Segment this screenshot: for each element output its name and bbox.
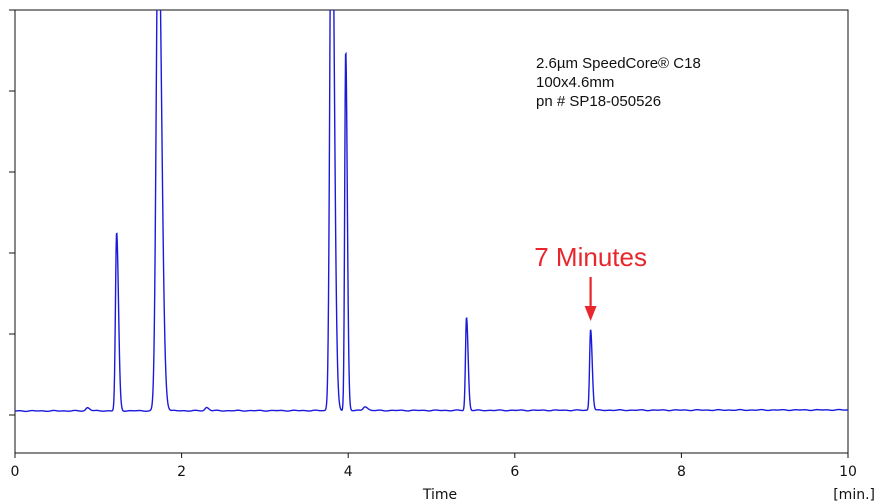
x-tick-label-1: 2 [177,464,186,480]
x-tick-label-2: 4 [344,464,353,480]
x-axis-unit: [min.] [833,487,875,503]
annotation-arrow [584,277,597,321]
y-axis-ticks [9,9,15,416]
chromatogram-trace [15,10,848,413]
annotation-label: 7 Minutes [534,242,647,272]
x-tick-label-4: 8 [677,464,686,480]
x-axis-tick-labels: 0 2 4 6 8 10 [11,464,857,480]
x-tick-label-5: 10 [839,464,857,480]
x-tick-label-3: 6 [510,464,519,480]
x-axis-ticks [14,453,849,458]
column-info-line-2: 100x4.6mm [536,74,614,91]
x-axis-label: Time [422,487,457,503]
annotation-arrow-head [584,306,597,321]
plot-frame [14,9,849,454]
column-info-line-3: pn # SP18-050526 [536,93,661,110]
x-tick-label-0: 0 [11,464,20,480]
column-info: 2.6µm SpeedCore® C18 100x4.6mm pn # SP18… [536,55,701,110]
column-info-line-1: 2.6µm SpeedCore® C18 [536,55,701,72]
